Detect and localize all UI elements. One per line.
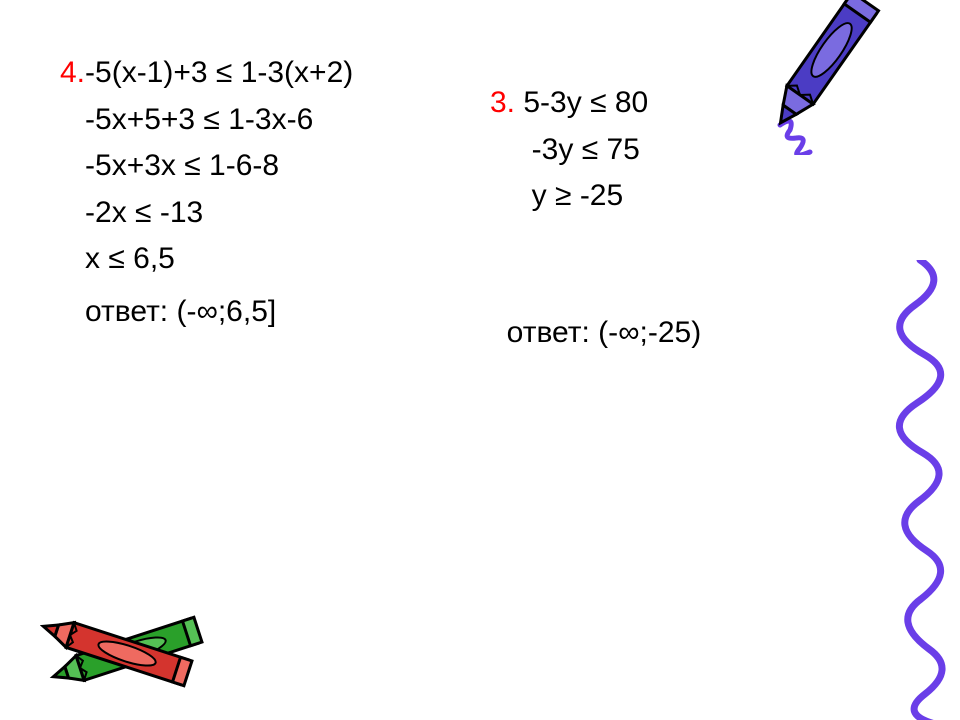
problem-4-line-2: -5x+5+3 ≤ 1-3x-6 (60, 97, 460, 144)
problem-3-number: 3. (490, 86, 515, 119)
problem-4-line-1: 4.-5(x-1)+3 ≤ 1-3(x+2) (60, 50, 460, 97)
problem-3-text-0: 5-3y ≤ 80 (523, 86, 648, 119)
problem-4-line-4: -2x ≤ -13 (60, 190, 460, 237)
problem-3-text-1: -3y ≤ 75 (523, 133, 640, 166)
problem-4-answer: ответ: (-∞;6,5] (60, 289, 460, 336)
problem-4-text-1: -5x+5+3 ≤ 1-3x-6 (85, 103, 313, 136)
problem-4-answer-text: ответ: (-∞;6,5] (85, 295, 276, 328)
problem-4-text-0: -5(x-1)+3 ≤ 1-3(x+2) (85, 56, 353, 89)
crayon-blue-icon (760, 0, 930, 155)
problem-4-text-3: -2x ≤ -13 (85, 196, 203, 229)
squiggle-purple-icon (880, 260, 960, 720)
problem-3-line-3: y ≥ -25 (490, 173, 870, 220)
problem-3-answer-text: ответ: (-∞;-25) (507, 316, 702, 349)
problem-4-text-2: -5x+3x ≤ 1-6-8 (85, 149, 279, 182)
problem-4-text-4: x ≤ 6,5 (85, 242, 175, 275)
problem-4-line-3: -5x+3x ≤ 1-6-8 (60, 143, 460, 190)
problem-4-block: 4.-5(x-1)+3 ≤ 1-3(x+2) -5x+5+3 ≤ 1-3x-6 … (60, 50, 460, 335)
crayons-green-red-icon (40, 580, 260, 710)
problem-3-answer: ответ: (-∞;-25) (490, 310, 870, 357)
problem-4-number: 4. (60, 56, 85, 89)
problem-3-text-2: y ≥ -25 (523, 179, 623, 212)
problem-4-line-5: x ≤ 6,5 (60, 236, 460, 283)
